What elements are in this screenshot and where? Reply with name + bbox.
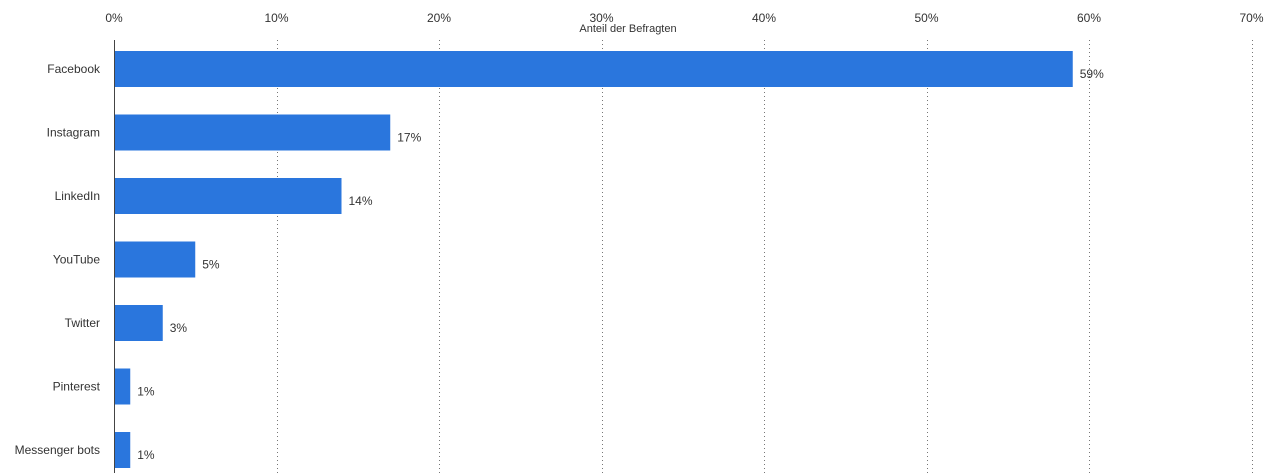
x-axis-title: Anteil der Befragten [579,23,676,35]
x-tick-label: 20% [427,11,451,25]
category-label: Instagram [47,126,100,140]
bar [115,305,163,341]
x-tick-label: 70% [1239,11,1263,25]
category-label: Twitter [65,316,100,330]
value-label: 59% [1080,67,1104,81]
category-label: Messenger bots [15,443,100,457]
value-label: 1% [137,448,155,462]
value-label: 17% [397,131,421,145]
category-label: YouTube [53,253,100,267]
x-tick-label: 60% [1077,11,1101,25]
value-label: 3% [170,321,188,335]
bar [115,432,131,468]
value-label: 14% [349,194,373,208]
category-label: Facebook [47,62,101,76]
bar [115,178,342,214]
x-tick-label: 40% [752,11,776,25]
x-tick-label: 50% [914,11,938,25]
category-label: Pinterest [53,380,101,394]
value-label: 1% [137,385,155,399]
gridlines [277,40,1253,473]
category-label: LinkedIn [55,189,100,203]
x-tick-label: 30% [589,11,613,25]
bar [115,241,196,278]
x-axis-ticks: 0% 10% 20% 30% 40% 50% 60% 70% [105,11,1264,25]
bar [115,51,1073,87]
x-tick-label: 0% [105,11,123,25]
value-label: 5% [202,258,220,272]
x-tick-label: 10% [264,11,288,25]
bars: Facebook 59% Instagram 17% LinkedIn 14% YouTub… [15,51,1104,468]
bar [115,368,131,405]
bar [115,114,391,151]
